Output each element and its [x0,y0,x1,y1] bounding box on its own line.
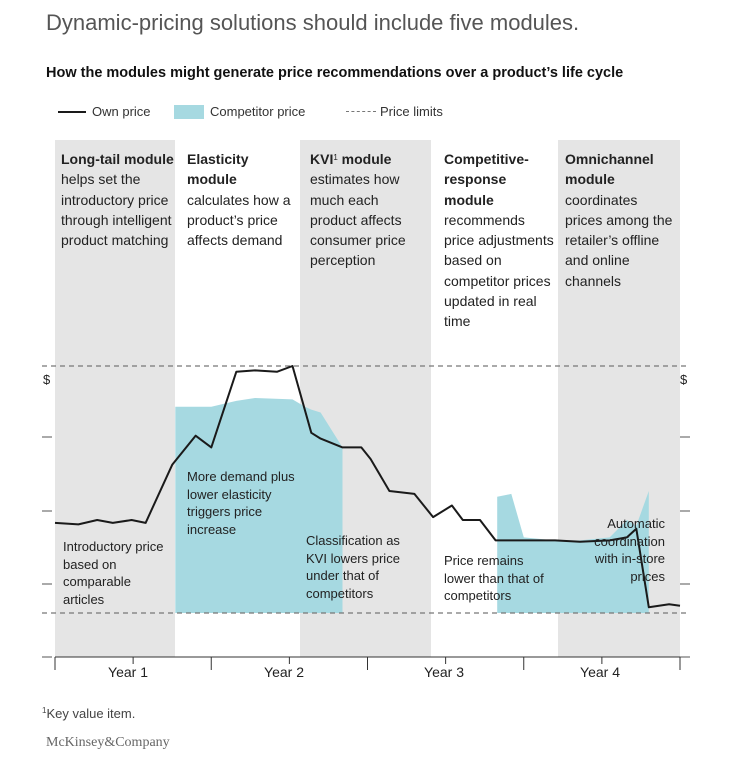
currency-right: $ [680,372,688,387]
module-bands [55,140,680,657]
module-kvi-title-main: KVI [310,151,334,167]
own-price-line [54,365,681,609]
annotation-automatic: Automatic coordination with in-store pri… [594,516,665,584]
module-omnichannel: Omnichannel module coordinates prices am… [565,149,677,291]
year-2-label: Year 2 [264,664,304,680]
chart-title: Dynamic-pricing solutions should include… [46,10,580,35]
annotation-introductory: Introductory price based on comparable a… [63,539,164,607]
module-elasticity-text: calculates how a product’s price affects… [187,191,291,249]
module-long-tail-text: helps set the introductory price through… [61,171,172,249]
annotation-demand: More demand plus lower elasticity trigge… [187,469,295,537]
year-1-label: Year 1 [108,664,148,680]
footnote-text: Key value item. [46,706,136,721]
legend-price-limits-label: Price limits [380,104,443,119]
module-omnichannel-text: coordinates prices among the retailer’s … [565,191,673,289]
price-limit-lines [42,365,690,614]
module-kvi: KVI1 module estimates how much each prod… [310,149,425,271]
footnote: 1Key value item. [42,706,135,721]
currency-left: $ [43,372,51,387]
year-3-label: Year 3 [424,664,464,680]
annotation-kvi: Classification as KVI lowers price under… [306,533,400,601]
year-4-label: Year 4 [580,664,620,680]
competitor-price-area-1 [175,398,343,613]
own-price-swatch [58,111,86,113]
footnote-mark: 1 [42,706,47,715]
module-competitive-response-text: recommends price adjustments based on co… [444,211,554,330]
module-long-tail-title: Long-tail module [61,151,174,167]
legend-competitor-price-label: Competitor price [210,104,306,119]
module-omnichannel-title: Omnichannel module [565,151,654,188]
module-kvi-title: KVI1 module [310,149,425,169]
module-competitive-response: Competitive-response module recommends p… [444,149,556,332]
module-kvi-title-rest: module [337,151,392,167]
price-limits-swatch [346,111,376,112]
brand-logo: McKinsey&Company [46,735,170,750]
module-kvi-text: estimates how much each product affects … [310,171,406,269]
competitor-series [175,398,649,613]
chart-subtitle: How the modules might generate price rec… [46,65,624,81]
module-competitive-response-title: Competitive-response module [444,151,529,208]
module-elasticity-title: Elasticity module [187,151,249,188]
module-elasticity: Elasticity module calculates how a produ… [187,149,295,250]
competitor-price-swatch [174,105,204,119]
annotation-remains: Price remains lower than that of competi… [444,553,544,603]
axes [42,436,690,670]
legend-own-price-label: Own price [92,104,151,119]
module-long-tail: Long-tail module helps set the introduct… [61,149,176,250]
module-band-1 [55,140,175,657]
module-kvi-footnote-mark: 1 [333,153,338,162]
competitor-price-area-2 [497,491,649,613]
own-price-series [54,365,681,609]
